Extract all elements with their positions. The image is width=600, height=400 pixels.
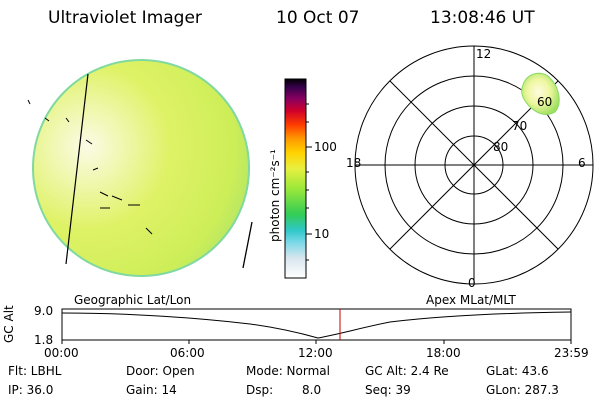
- dsp-value: 8.0: [302, 383, 322, 397]
- polar-hour-12: 12: [476, 47, 492, 61]
- colorbar-unit-label: photon cm⁻²s⁻¹: [268, 149, 282, 242]
- polar-grid: [354, 45, 594, 285]
- colorbar: [284, 78, 312, 279]
- instrument-title: Ultraviolet Imager: [48, 8, 202, 28]
- door-info: Door: Open: [126, 364, 195, 378]
- timeline-xtick-0000: 00:00: [44, 346, 79, 360]
- terminator-line: [65, 73, 89, 265]
- timeline-y-axis-label: GC Alt: [2, 305, 16, 343]
- glon-info: GLon: 287.3: [486, 383, 559, 397]
- timeline-xtick-1800: 18:00: [426, 346, 461, 360]
- timeline-right-caption: Apex MLat/MLT: [426, 293, 516, 307]
- timeline-xtick-1200: 12:00: [298, 346, 333, 360]
- colorbar-tick-100: 100: [314, 140, 337, 154]
- date-label: 10 Oct 07: [276, 8, 360, 28]
- aurora-blob: [521, 72, 560, 115]
- polar-hour-18: 18: [346, 156, 362, 170]
- timeline-ymax: 9.0: [34, 304, 54, 318]
- timeline-xtick-2359: 23:59: [554, 346, 589, 360]
- dsp-label: Dsp:: [246, 383, 274, 397]
- timeline-left-caption: Geographic Lat/Lon: [74, 293, 192, 307]
- timeline-plot: [61, 308, 572, 344]
- earth-disk-image: [27, 59, 253, 277]
- coastline-marks: [27, 99, 153, 235]
- polar-lat-70: 70: [512, 119, 528, 133]
- seq-info: Seq: 39: [365, 383, 411, 397]
- timeline-ymin: 1.8: [34, 333, 54, 347]
- polar-lat-60: 60: [537, 95, 553, 109]
- ip-info: IP: 36.0: [8, 383, 54, 397]
- edge-mark: [242, 221, 253, 269]
- glat-info: GLat: 43.6: [486, 364, 549, 378]
- mode-info: Mode: Normal: [246, 364, 330, 378]
- timeline-xtick-0600: 06:00: [170, 346, 205, 360]
- filter-info: Flt: LBHL: [8, 364, 62, 378]
- gc-alt-info: GC Alt: 2.4 Re: [365, 364, 449, 378]
- polar-hour-6: 6: [578, 156, 586, 170]
- time-label: 13:08:46 UT: [430, 8, 535, 28]
- polar-lat-80: 80: [493, 140, 509, 154]
- gain-info: Gain: 14: [126, 383, 177, 397]
- polar-hour-0: 0: [468, 276, 476, 290]
- colorbar-tick-10: 10: [314, 227, 330, 241]
